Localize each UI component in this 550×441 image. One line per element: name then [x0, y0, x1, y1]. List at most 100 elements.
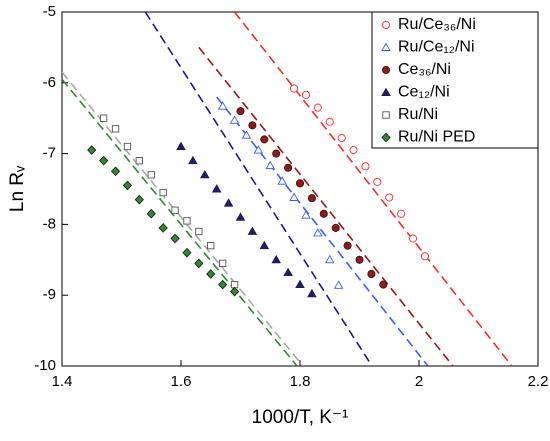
marker — [253, 145, 264, 154]
marker — [331, 223, 340, 232]
fit-line — [144, 12, 373, 366]
marker — [188, 155, 198, 165]
marker — [313, 103, 322, 112]
marker — [134, 194, 144, 205]
marker — [361, 162, 370, 171]
marker — [241, 130, 252, 139]
legend-box — [371, 11, 539, 149]
marker — [223, 198, 234, 207]
y-tick-label: -9 — [43, 286, 56, 303]
marker — [147, 171, 155, 179]
marker — [289, 192, 299, 201]
marker — [229, 115, 240, 124]
marker — [325, 117, 334, 126]
marker — [183, 217, 191, 225]
marker — [259, 240, 270, 250]
marker — [146, 208, 156, 219]
fit-line — [233, 12, 513, 366]
x-axis-label: 1000/T, K⁻¹ — [252, 407, 349, 428]
marker — [110, 166, 121, 177]
marker — [218, 259, 227, 267]
marker — [284, 163, 293, 172]
marker — [211, 184, 222, 193]
marker — [397, 209, 406, 218]
marker — [200, 169, 210, 179]
marker — [343, 241, 352, 250]
marker — [367, 269, 376, 279]
marker — [381, 132, 391, 143]
marker — [265, 160, 276, 170]
marker — [381, 20, 391, 30]
marker — [87, 145, 97, 155]
marker — [135, 157, 143, 165]
marker — [355, 255, 364, 264]
marker — [111, 125, 120, 133]
legend-label: Ru/Ce₁₂/Ni — [398, 39, 475, 56]
marker — [373, 177, 382, 186]
marker — [99, 155, 109, 166]
marker — [195, 227, 203, 236]
marker — [218, 279, 228, 290]
marker — [217, 101, 228, 110]
marker — [158, 223, 168, 233]
marker — [272, 149, 281, 158]
x-tick-label: 1.4 — [52, 373, 73, 390]
marker — [295, 279, 305, 289]
marker — [229, 286, 240, 297]
marker — [283, 267, 293, 276]
fit-line — [216, 96, 429, 366]
marker — [99, 114, 108, 122]
marker — [337, 133, 346, 143]
marker — [379, 280, 388, 289]
y-axis-label: Ln Rᵥ — [7, 165, 28, 212]
plot-area — [62, 12, 513, 366]
marker — [408, 234, 418, 243]
fit-line — [62, 71, 304, 366]
marker — [381, 65, 391, 75]
legend-label: Ru/Ce₃₆/Ni — [398, 16, 476, 33]
y-tick-label: -7 — [43, 145, 56, 162]
marker — [307, 194, 316, 203]
marker — [170, 233, 180, 244]
marker — [182, 247, 192, 258]
marker — [381, 42, 391, 51]
marker — [324, 254, 335, 264]
marker — [248, 121, 257, 130]
marker — [123, 142, 132, 151]
marker — [122, 180, 133, 191]
marker — [176, 141, 186, 150]
marker — [235, 212, 246, 221]
x-tick-label: 1.8 — [290, 373, 311, 390]
legend-label: Ce₃₆/Ni — [398, 61, 451, 78]
marker — [307, 288, 317, 298]
marker — [333, 280, 344, 289]
marker — [194, 258, 204, 269]
y-tick-label: -10 — [34, 357, 56, 374]
marker — [247, 226, 258, 235]
y-tick-label: -5 — [43, 3, 56, 20]
fit-line — [62, 78, 298, 366]
marker — [420, 252, 430, 261]
marker — [313, 227, 323, 237]
marker — [271, 254, 281, 264]
marker — [385, 193, 394, 202]
marker — [277, 176, 287, 185]
marker — [236, 107, 245, 116]
marker — [289, 84, 299, 93]
marker — [207, 241, 215, 250]
x-tick-label: 1.6 — [171, 373, 192, 390]
marker — [206, 269, 216, 279]
x-tick-label: 2.2 — [528, 373, 549, 390]
marker — [301, 90, 311, 99]
marker — [382, 111, 390, 119]
marker — [295, 179, 305, 188]
y-tick-label: -8 — [43, 215, 56, 232]
marker — [301, 210, 311, 219]
legend-label: Ru/Ni — [398, 106, 438, 123]
marker — [171, 206, 179, 214]
x-tick-label: 2 — [415, 373, 423, 390]
legend-label: Ce₁₂/Ni — [398, 84, 450, 101]
marker — [159, 188, 167, 197]
